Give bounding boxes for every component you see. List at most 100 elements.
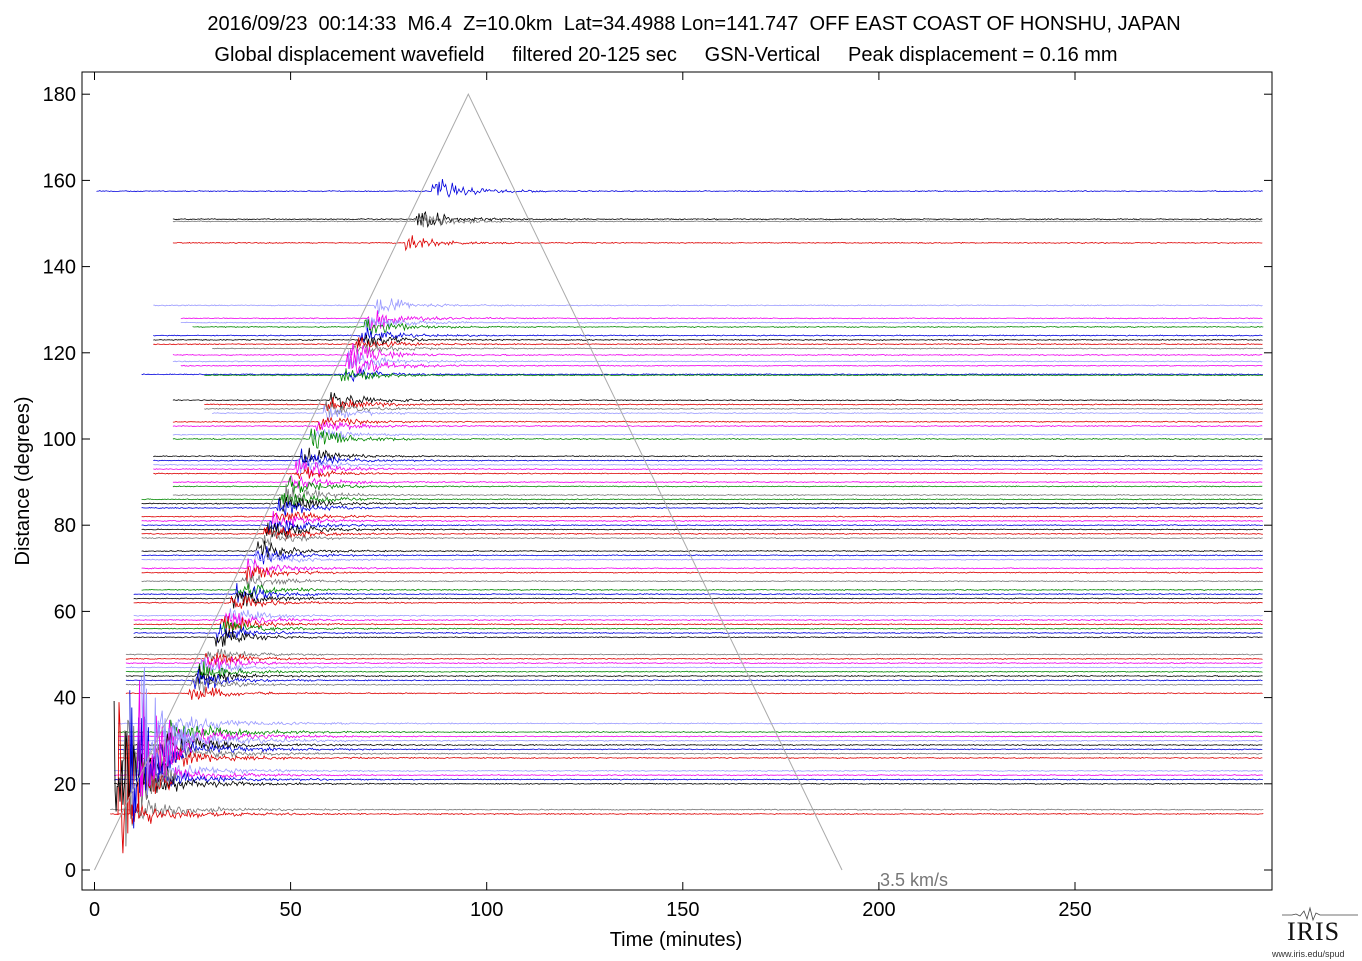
trace-magenta-103 xyxy=(172,420,1263,432)
trace-lavender-47 xyxy=(125,657,1263,674)
trace-blue-80 xyxy=(141,520,1263,535)
trace-red-108 xyxy=(204,397,1263,412)
y-tick-label: 120 xyxy=(43,343,76,365)
trace-gray-43 xyxy=(125,677,1263,694)
trace-magenta-22 xyxy=(113,762,1263,784)
trace-green-32 xyxy=(117,719,1263,742)
y-tick-label: 20 xyxy=(54,774,76,796)
chart-title-event: 2016/09/23 00:14:33 M6.4 Z=10.0km Lat=34… xyxy=(207,13,1181,35)
trace-lavender-106 xyxy=(212,405,1264,422)
trace-red-92 xyxy=(153,466,1263,479)
trace-gray-27 xyxy=(117,738,1263,770)
y-tick-label: 160 xyxy=(43,170,76,192)
y-tick-label: 80 xyxy=(54,515,76,537)
velocity-guide-label: 3.5 km/s xyxy=(880,870,948,890)
trace-lavender-59 xyxy=(133,608,1263,625)
y-tick-label: 40 xyxy=(54,688,76,710)
trace-black-123 xyxy=(153,334,1263,347)
x-tick-label: 0 xyxy=(89,899,100,921)
x-tick-label: 250 xyxy=(1058,899,1091,921)
trace-lavender-101 xyxy=(172,429,1263,440)
trace-black-79 xyxy=(141,522,1263,539)
y-tick-label: 0 xyxy=(65,860,76,882)
trace-blue-44 xyxy=(125,668,1263,690)
trace-lavender-118 xyxy=(172,350,1263,371)
y-tick-label: 180 xyxy=(43,84,76,106)
near-field-spikes xyxy=(113,666,196,854)
spike-lavender xyxy=(141,666,196,796)
trace-gray-67 xyxy=(141,574,1263,589)
trace-lavender-23 xyxy=(113,759,1263,783)
trace-blue-157.5 xyxy=(96,179,1263,198)
y-tick-label: 140 xyxy=(43,257,76,279)
chart-subtitle-filter: Global displacement wavefield filtered 2… xyxy=(214,44,1118,66)
velocity-guide-line xyxy=(94,93,843,871)
trace-black-85 xyxy=(141,497,1263,512)
trace-blue-124 xyxy=(153,327,1263,344)
trace-green-86 xyxy=(141,493,1263,510)
trace-red-122 xyxy=(153,337,1263,349)
trace-blue-64 xyxy=(133,583,1263,603)
trace-blue-84 xyxy=(141,498,1263,517)
trace-green-56 xyxy=(133,620,1263,634)
trace-magenta-81 xyxy=(141,510,1264,528)
trace-black-29 xyxy=(117,732,1263,758)
trace-black-74 xyxy=(141,540,1263,560)
trace-magenta-128 xyxy=(180,310,1263,331)
trace-red-69 xyxy=(141,566,1263,582)
y-tick-label: 100 xyxy=(43,429,76,451)
x-tick-label: 150 xyxy=(666,899,699,921)
trace-green-114.8 xyxy=(204,368,1263,382)
trace-magenta-70 xyxy=(141,558,1263,578)
trace-blue-95 xyxy=(153,448,1263,467)
seismogram-logo-icon xyxy=(1280,905,1360,961)
trace-black-45 xyxy=(125,665,1263,685)
trace-lavender-94 xyxy=(153,458,1263,474)
trace-lavender-30 xyxy=(117,725,1263,748)
iris-url: www.iris.edu/spud xyxy=(1272,949,1345,959)
trace-red-82 xyxy=(141,511,1263,522)
x-tick-label: 100 xyxy=(470,899,503,921)
trace-lavender-72 xyxy=(141,550,1263,565)
trace-gray-50 xyxy=(125,648,1263,662)
plot-frame xyxy=(81,71,1273,891)
trace-gray-121 xyxy=(212,344,1264,355)
trace-green-65 xyxy=(141,583,1263,599)
trace-lavender-34 xyxy=(117,716,1263,735)
trace-gray-150.5 xyxy=(172,215,1263,228)
iris-logo: IRIS xyxy=(1287,917,1341,946)
trace-lavender-131 xyxy=(153,298,1263,314)
trace-red-78 xyxy=(141,526,1263,540)
trace-red-57 xyxy=(133,616,1263,632)
y-axis-label: Distance (degrees) xyxy=(12,397,34,566)
trace-blue-115 xyxy=(141,368,1263,383)
trace-blue-28 xyxy=(117,739,1263,760)
trace-lavender-127 xyxy=(180,317,1263,331)
trace-blue-55 xyxy=(133,623,1263,643)
trace-black-96 xyxy=(153,447,1263,465)
trace-red-104 xyxy=(172,416,1263,431)
trace-black-151 xyxy=(172,211,1263,229)
traces xyxy=(96,179,1264,826)
trace-red-145.5 xyxy=(172,235,1263,252)
trace-gray-14 xyxy=(110,799,1264,826)
trace-green-89 xyxy=(172,475,1263,495)
y-tick-label: 60 xyxy=(54,601,76,623)
trace-green-100 xyxy=(172,428,1263,449)
trace-magenta-58 xyxy=(133,612,1263,629)
trace-magenta-31 xyxy=(117,719,1263,749)
trace-black-63 xyxy=(133,591,1263,609)
trace-blue-73 xyxy=(141,546,1263,565)
trace-red-41 xyxy=(125,686,1263,701)
x-axis-label: Time (minutes) xyxy=(610,929,743,951)
trace-red-13 xyxy=(110,803,1264,825)
trace-gray-107 xyxy=(204,401,1264,418)
trace-green-46 xyxy=(125,661,1263,680)
trace-red-62 xyxy=(133,595,1263,609)
trace-red-26 xyxy=(117,746,1263,772)
trace-magenta-93 xyxy=(153,459,1263,478)
trace-magenta-119.5 xyxy=(172,343,1263,367)
x-tick-label: 50 xyxy=(279,899,301,921)
trace-black-20 xyxy=(114,773,1263,799)
